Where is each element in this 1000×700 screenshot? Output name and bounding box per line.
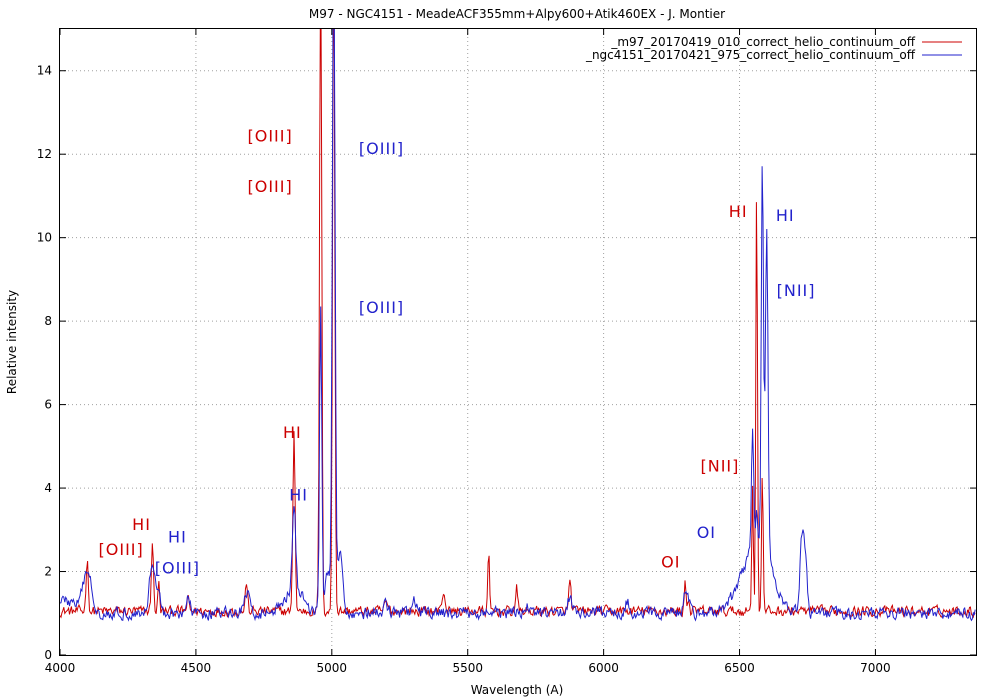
line-annotation: OI xyxy=(697,523,716,542)
x-axis-label: Wavelength (A) xyxy=(471,683,564,697)
y-tick-label: 10 xyxy=(37,231,52,245)
line-annotation: HI xyxy=(289,486,308,505)
line-annotation: HI xyxy=(132,515,151,534)
line-annotation: [OIII] xyxy=(359,298,404,317)
line-annotation: HI xyxy=(168,527,187,546)
y-axis-label: Relative intensity xyxy=(5,290,19,394)
line-annotation: [OIII] xyxy=(155,559,200,578)
line-annotation: [OIII] xyxy=(247,177,292,196)
x-tick-label: 5500 xyxy=(452,661,483,675)
legend-entry-label: _ngc4151_20170421_975_correct_helio_cont… xyxy=(585,48,916,62)
series-lines xyxy=(60,29,976,622)
line-annotation: [OIII] xyxy=(99,540,144,559)
y-tick-label: 6 xyxy=(44,398,52,412)
line-annotation: [NII] xyxy=(777,281,816,300)
line-annotation: [NII] xyxy=(701,456,740,475)
x-tick-label: 4500 xyxy=(181,661,212,675)
y-tick-label: 12 xyxy=(37,147,52,161)
y-tick-label: 4 xyxy=(44,481,52,495)
line-annotation: [OIII] xyxy=(359,139,404,158)
legend-entry-label: _m97_20170419_010_correct_helio_continuu… xyxy=(610,35,915,49)
x-tick-label: 6000 xyxy=(588,661,619,675)
chart-title: M97 - NGC4151 - MeadeACF355mm+Alpy600+At… xyxy=(309,7,725,21)
x-tick-label: 4000 xyxy=(45,661,76,675)
line-annotation: HI xyxy=(776,206,795,225)
series-line xyxy=(60,29,976,622)
y-tick-label: 0 xyxy=(44,648,52,662)
line-annotation: OI xyxy=(661,552,680,571)
plot-frame xyxy=(59,28,977,656)
y-tick-label: 2 xyxy=(44,565,52,579)
line-annotation: [OIII] xyxy=(247,127,292,146)
legend: _m97_20170419_010_correct_helio_continuu… xyxy=(585,35,962,62)
x-tick-label: 5000 xyxy=(317,661,348,675)
line-annotations: [OIII] [OIII] HI HI [OIII] OI [NII] HI [OIII] [OI… xyxy=(99,127,816,578)
y-tick-label: 8 xyxy=(44,314,52,328)
y-tick-label: 14 xyxy=(37,64,52,78)
line-annotation: HI xyxy=(283,423,302,442)
line-annotation: HI xyxy=(729,202,748,221)
x-tick-label: 6500 xyxy=(724,661,755,675)
axis-ticks: 4000 4500 5000 5500 6000 6500 7000 0 2 4 6 8 10 12 14 xyxy=(37,29,976,675)
x-tick-label: 7000 xyxy=(860,661,891,675)
